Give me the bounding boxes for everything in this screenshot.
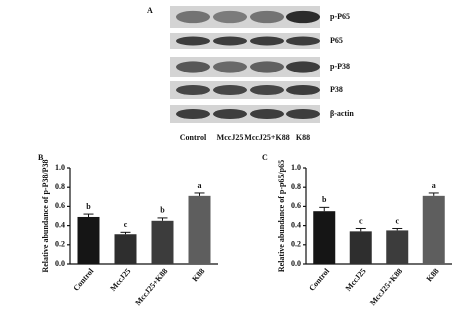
error-bar xyxy=(83,213,94,217)
y-tick-label: 0.4 xyxy=(291,220,301,229)
blot-band xyxy=(213,36,247,46)
protein-label: p-P65 xyxy=(330,12,350,21)
blot-band xyxy=(213,84,247,96)
blot-band xyxy=(176,84,210,96)
significance-letter: b xyxy=(322,195,327,204)
protein-label: β-actin xyxy=(330,109,354,118)
x-tick-label: K88 xyxy=(425,267,441,284)
y-tick-label: 1.0 xyxy=(291,163,301,172)
protein-label: P38 xyxy=(330,85,343,94)
x-tick-label: MccJ25 xyxy=(344,267,368,293)
blot-band xyxy=(213,10,247,24)
y-tick-label: 0.6 xyxy=(55,201,65,210)
blot-band xyxy=(176,10,210,24)
significance-letter: b xyxy=(86,202,91,211)
lane-label: MccJ25+K88 xyxy=(244,133,289,142)
bar xyxy=(151,220,174,264)
lane-label: MccJ25 xyxy=(217,133,244,142)
blot-band xyxy=(176,108,210,120)
error-bar xyxy=(157,217,168,221)
y-tick-label: 0.2 xyxy=(291,240,301,249)
y-tick-label: 0.8 xyxy=(291,182,301,191)
blot-band xyxy=(250,61,284,73)
bar xyxy=(188,195,211,264)
significance-letter: b xyxy=(160,206,165,215)
x-tick-label: K88 xyxy=(190,267,206,284)
y-axis-label: Relative abundance of p-p65/p65 xyxy=(277,160,286,272)
panel-label: A xyxy=(147,6,153,15)
x-tick-label: Control xyxy=(71,266,95,293)
significance-letter: a xyxy=(198,181,202,190)
error-bar xyxy=(428,192,439,196)
blot-band xyxy=(176,36,210,46)
y-tick-label: 0.0 xyxy=(55,259,65,268)
blot-band xyxy=(286,84,320,96)
y-tick-label: 0.8 xyxy=(55,182,65,191)
error-bar xyxy=(392,227,403,231)
blot-band xyxy=(250,10,284,24)
y-axis-label: Relative abundance of p-P38/P38 xyxy=(41,159,50,272)
blot-band xyxy=(213,61,247,73)
significance-letter: a xyxy=(432,181,436,190)
significance-letter: c xyxy=(359,216,363,225)
bar xyxy=(313,211,336,264)
y-tick-label: 0.0 xyxy=(291,259,301,268)
x-tick-label: MccJ25 xyxy=(108,267,132,293)
panel-label: B xyxy=(38,153,44,162)
blot-band xyxy=(286,61,320,73)
y-tick-label: 0.6 xyxy=(291,201,301,210)
blot-band xyxy=(286,36,320,46)
y-tick-label: 0.2 xyxy=(55,240,65,249)
bar xyxy=(386,230,409,264)
error-bar xyxy=(355,227,366,232)
x-tick-label: Control xyxy=(307,266,331,293)
x-tick-label: MccJ25+K88 xyxy=(133,267,169,308)
y-tick-label: 1.0 xyxy=(55,163,65,172)
error-bar xyxy=(120,231,131,235)
bar xyxy=(349,231,372,264)
blot-band xyxy=(286,10,320,24)
bar xyxy=(422,195,445,264)
bar xyxy=(114,234,137,264)
error-bar xyxy=(319,206,330,212)
blot-band xyxy=(250,36,284,46)
protein-label: p-P38 xyxy=(330,62,350,71)
lane-label: Control xyxy=(180,133,207,142)
x-tick-label: MccJ25+K88 xyxy=(368,267,404,308)
significance-letter: c xyxy=(124,220,128,229)
panel-label: C xyxy=(262,153,268,162)
y-tick-label: 0.4 xyxy=(55,220,65,229)
blot-band xyxy=(286,108,320,120)
blot-band xyxy=(176,61,210,73)
significance-letter: c xyxy=(395,216,399,225)
bar xyxy=(77,216,100,264)
blot-band xyxy=(250,84,284,96)
lane-label: K88 xyxy=(296,133,310,142)
blot-band xyxy=(213,108,247,120)
blot-band xyxy=(250,108,284,120)
error-bar xyxy=(194,192,205,196)
protein-label: P65 xyxy=(330,36,343,45)
